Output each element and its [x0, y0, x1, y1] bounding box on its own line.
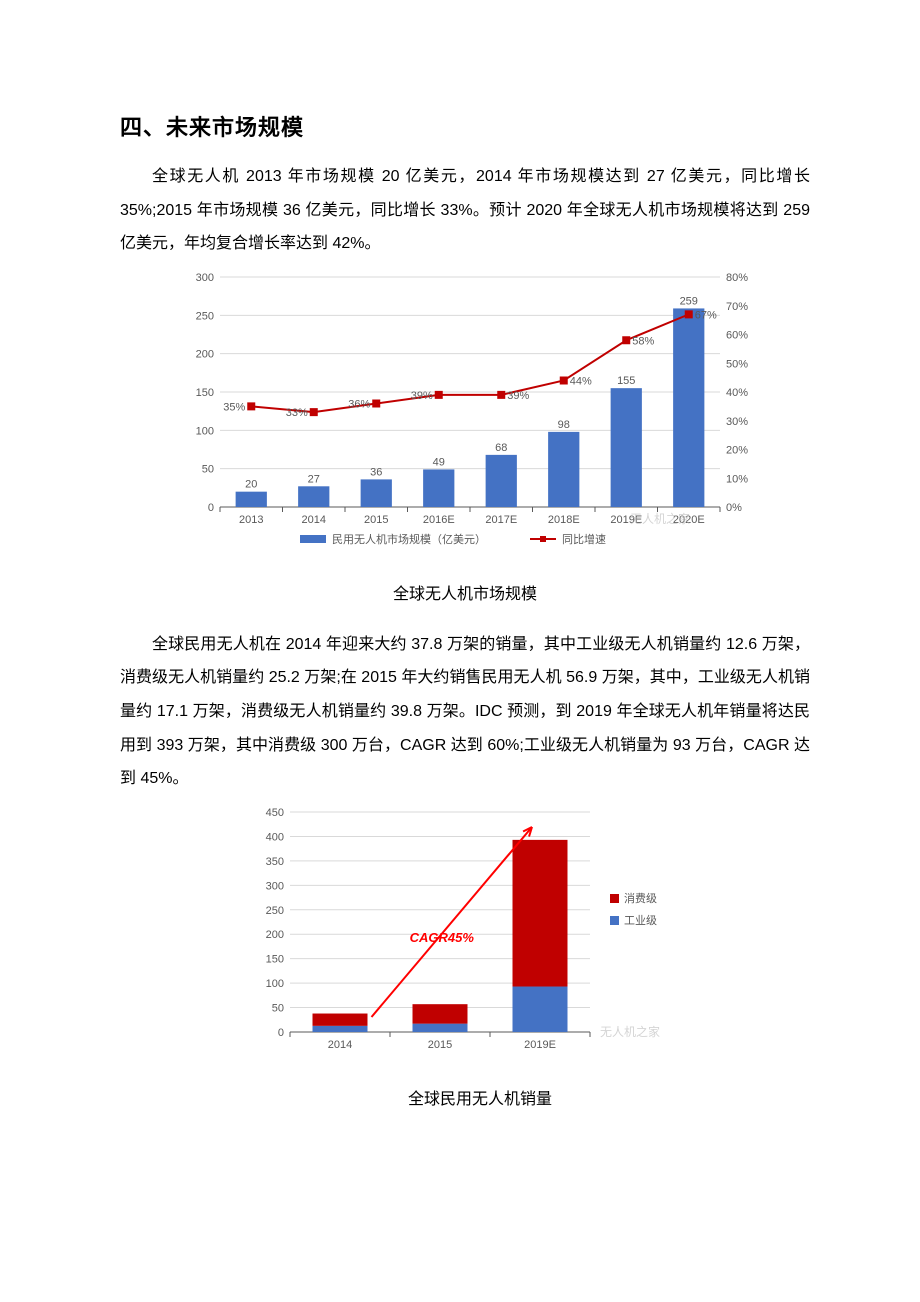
svg-text:工业级: 工业级: [624, 914, 657, 927]
svg-text:44%: 44%: [570, 375, 592, 387]
chart-1-caption: 全球无人机市场规模: [120, 580, 810, 604]
svg-text:155: 155: [617, 375, 635, 387]
svg-text:259: 259: [680, 295, 698, 307]
svg-text:98: 98: [558, 419, 570, 431]
svg-text:50: 50: [272, 1002, 284, 1014]
svg-text:400: 400: [266, 831, 284, 843]
svg-text:2015: 2015: [364, 514, 388, 526]
market-size-chart: 0 50 100 150 200 250 300 0% 10% 20% 30% 40% 50% 60% 70…: [170, 267, 760, 567]
svg-text:300: 300: [196, 272, 214, 284]
svg-text:200: 200: [266, 929, 284, 941]
svg-text:150: 150: [196, 387, 214, 399]
svg-text:2014: 2014: [328, 1039, 352, 1051]
svg-text:民用无人机市场规模（亿美元）: 民用无人机市场规模（亿美元）: [332, 532, 486, 546]
document-page: 四、未来市场规模 全球无人机 2013 年市场规模 20 亿美元，2014 年市…: [0, 0, 920, 1173]
svg-text:2017E: 2017E: [485, 514, 517, 526]
svg-text:33%: 33%: [286, 407, 308, 419]
svg-text:70%: 70%: [726, 301, 748, 313]
svg-text:350: 350: [266, 856, 284, 868]
svg-text:2015: 2015: [428, 1039, 452, 1051]
svg-text:30%: 30%: [726, 416, 748, 428]
svg-text:300: 300: [266, 880, 284, 892]
svg-text:0: 0: [278, 1027, 284, 1039]
svg-text:同比增速: 同比增速: [562, 532, 606, 546]
svg-text:40%: 40%: [726, 387, 748, 399]
svg-text:2018E: 2018E: [548, 514, 580, 526]
svg-text:10%: 10%: [726, 473, 748, 485]
paragraph-1: 全球无人机 2013 年市场规模 20 亿美元，2014 年市场规模达到 27 …: [120, 160, 810, 261]
svg-text:2013: 2013: [239, 514, 263, 526]
svg-text:2014: 2014: [302, 514, 326, 526]
chart-2-caption: 全球民用无人机销量: [150, 1085, 810, 1109]
svg-text:250: 250: [196, 310, 214, 322]
svg-text:50%: 50%: [726, 358, 748, 370]
chart-2-container: 0 50 100 150 200 250 300 350 400 450 2014 2015 2019E…: [240, 802, 810, 1077]
svg-text:2019E: 2019E: [524, 1039, 556, 1051]
svg-text:0: 0: [208, 502, 214, 514]
svg-text:20%: 20%: [726, 444, 748, 456]
svg-text:67%: 67%: [695, 309, 717, 321]
svg-text:50: 50: [202, 463, 214, 475]
section-heading: 四、未来市场规模: [120, 110, 810, 142]
svg-text:250: 250: [266, 905, 284, 917]
svg-text:消费级: 消费级: [624, 891, 657, 905]
svg-text:60%: 60%: [726, 329, 748, 341]
svg-text:100: 100: [266, 978, 284, 990]
svg-text:0%: 0%: [726, 502, 742, 514]
svg-text:39%: 39%: [507, 390, 529, 402]
svg-text:36: 36: [370, 466, 382, 478]
svg-text:49: 49: [433, 456, 445, 468]
svg-text:20: 20: [245, 478, 257, 490]
svg-text:58%: 58%: [632, 335, 654, 347]
chart-1-container: 0 50 100 150 200 250 300 0% 10% 20% 30% 40% 50% 60% 70…: [170, 267, 810, 572]
svg-text:CAGR45%: CAGR45%: [410, 930, 475, 945]
svg-text:450: 450: [266, 807, 284, 819]
paragraph-2: 全球民用无人机在 2014 年迎来大约 37.8 万架的销量，其中工业级无人机销…: [120, 628, 810, 796]
svg-text:200: 200: [196, 348, 214, 360]
svg-text:150: 150: [266, 953, 284, 965]
svg-text:27: 27: [308, 473, 320, 485]
svg-text:36%: 36%: [348, 398, 370, 410]
svg-text:100: 100: [196, 425, 214, 437]
sales-volume-chart: 0 50 100 150 200 250 300 350 400 450 2014 2015 2019E…: [240, 802, 720, 1072]
svg-text:35%: 35%: [223, 401, 245, 413]
svg-text:无人机之家: 无人机之家: [600, 1024, 660, 1039]
svg-text:39%: 39%: [411, 390, 433, 402]
svg-text:68: 68: [495, 442, 507, 454]
svg-text:80%: 80%: [726, 272, 748, 284]
svg-text:无人机之家: 无人机之家: [630, 511, 690, 526]
svg-text:2016E: 2016E: [423, 514, 455, 526]
